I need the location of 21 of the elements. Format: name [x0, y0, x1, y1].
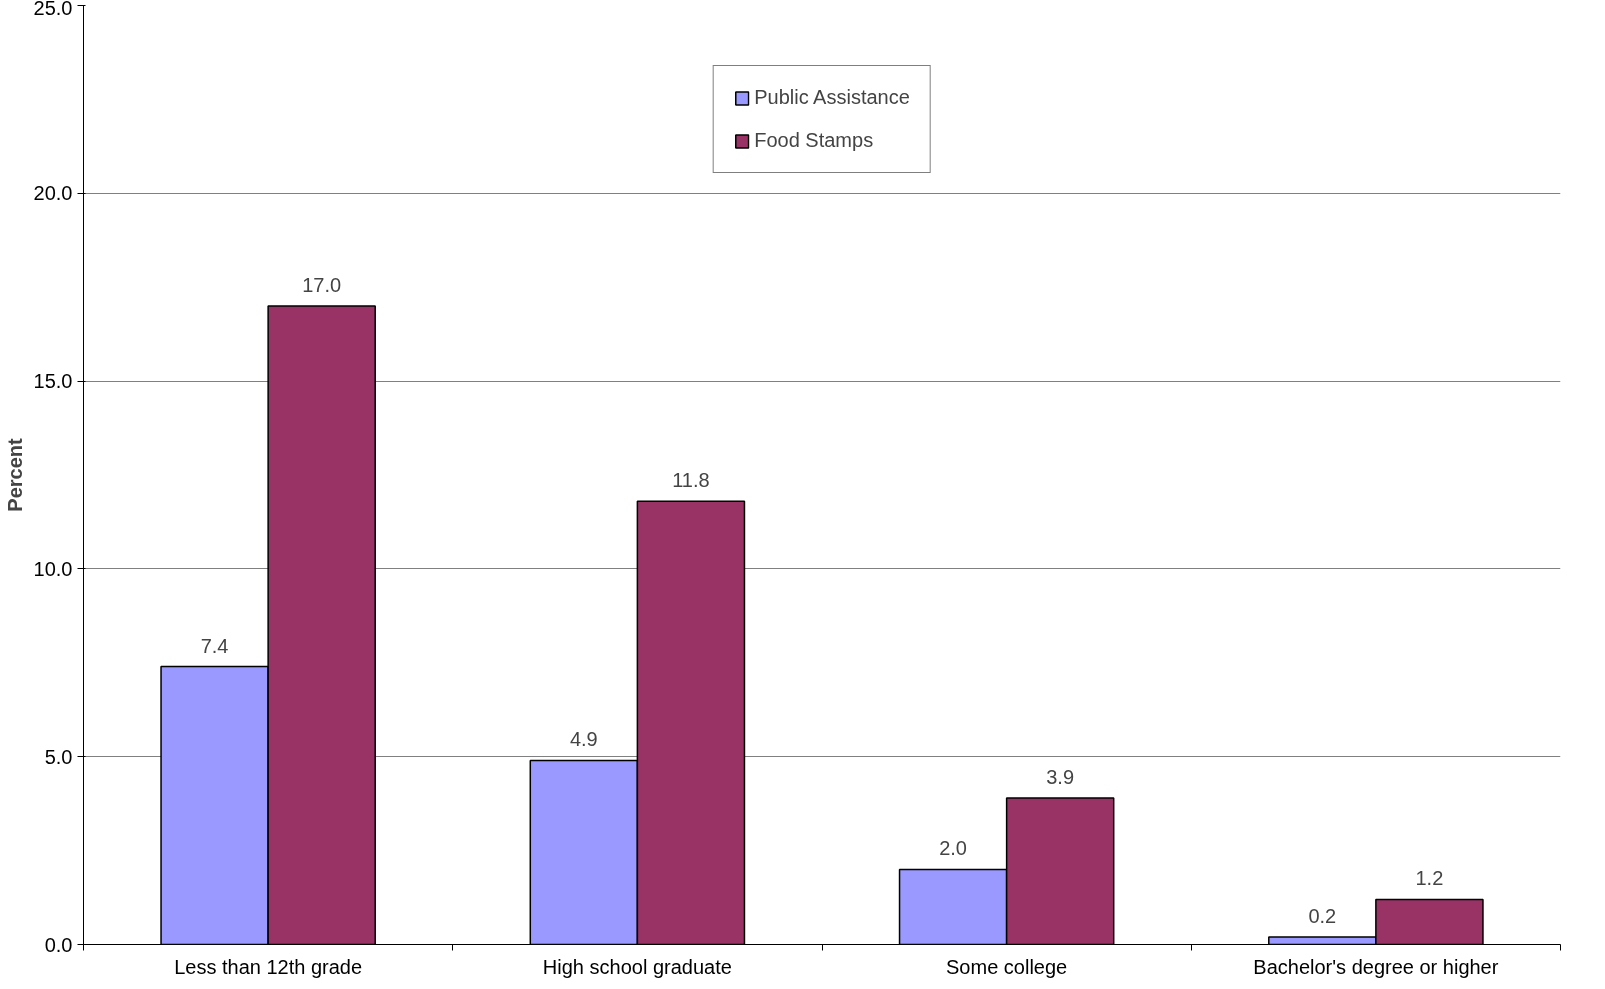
x-tick-label: Bachelor's degree or higher [1253, 955, 1499, 978]
y-tick-label: 15.0 [33, 370, 73, 393]
data-label: 2.0 [939, 837, 967, 860]
legend-label: Food Stamps [754, 129, 874, 152]
data-label: 11.8 [672, 469, 710, 492]
data-label: 0.2 [1308, 904, 1337, 927]
x-tick-label: High school graduate [542, 955, 732, 978]
data-label: 17.0 [302, 273, 342, 296]
data-label: 1.2 [1415, 867, 1444, 890]
y-tick-label: 0.0 [44, 933, 73, 956]
y-tick-label: 25.0 [33, 0, 73, 19]
data-label: 4.9 [569, 728, 598, 751]
x-tick-label: Some college [946, 955, 1068, 978]
y-tick-label: 20.0 [33, 182, 73, 205]
x-tick-label: Less than 12th grade [174, 955, 363, 978]
y-axis-title: Percent [3, 437, 26, 512]
y-tick-label: 5.0 [44, 745, 73, 768]
y-tick-label: 10.0 [33, 557, 73, 580]
data-label: 7.4 [200, 634, 229, 657]
legend-label: Public Assistance [754, 86, 910, 109]
data-label: 3.9 [1046, 766, 1075, 789]
